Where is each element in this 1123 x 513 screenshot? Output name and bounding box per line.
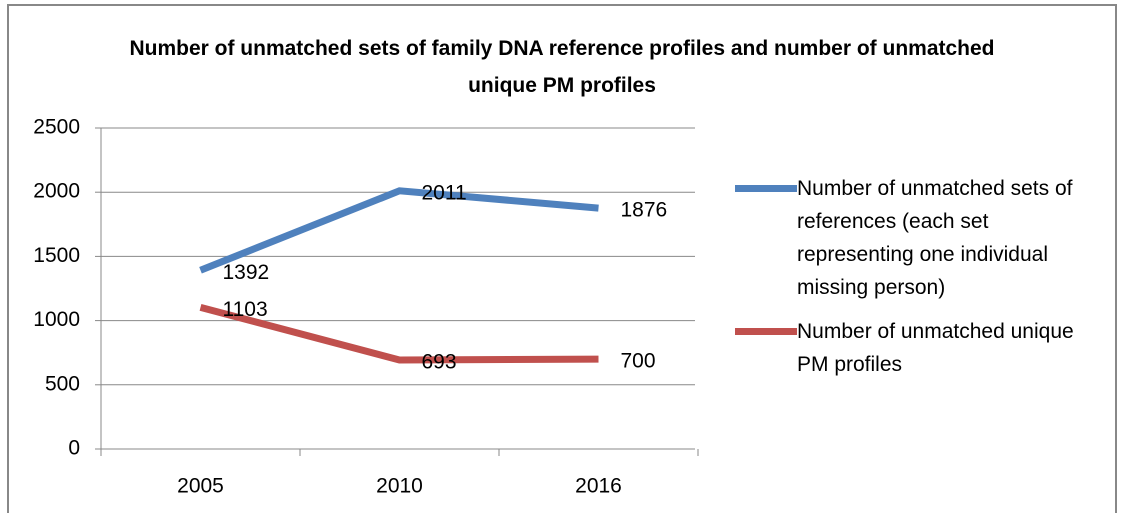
- data-label: 693: [422, 351, 457, 374]
- data-label: 700: [621, 350, 656, 373]
- data-label: 1103: [223, 298, 268, 321]
- x-tick-label: 2010: [376, 475, 423, 498]
- y-tick-label: 500: [45, 372, 80, 395]
- x-tick-label: 2005: [177, 475, 224, 498]
- y-tick-label: 2000: [33, 180, 80, 203]
- y-tick-label: 0: [68, 437, 80, 460]
- legend-label: Number of unmatched unique PM profiles: [797, 320, 1074, 376]
- legend-swatch: [735, 328, 797, 335]
- y-tick-label: 2500: [33, 116, 80, 139]
- data-label: 1876: [621, 199, 668, 222]
- y-tick-label: 1500: [33, 244, 80, 267]
- x-tick-label: 2016: [575, 475, 622, 498]
- series-line: [199, 303, 599, 364]
- chart-title: Number of unmatched sets of family DNA r…: [129, 37, 995, 97]
- data-label: 2011: [422, 181, 467, 204]
- y-tick-label: 1000: [33, 308, 80, 331]
- data-label: 1392: [223, 261, 270, 284]
- chart-frame: [7, 4, 1117, 513]
- series-line: [199, 187, 599, 274]
- legend-swatch: [735, 185, 797, 192]
- legend-label: Number of unmatched sets of references (…: [797, 177, 1073, 299]
